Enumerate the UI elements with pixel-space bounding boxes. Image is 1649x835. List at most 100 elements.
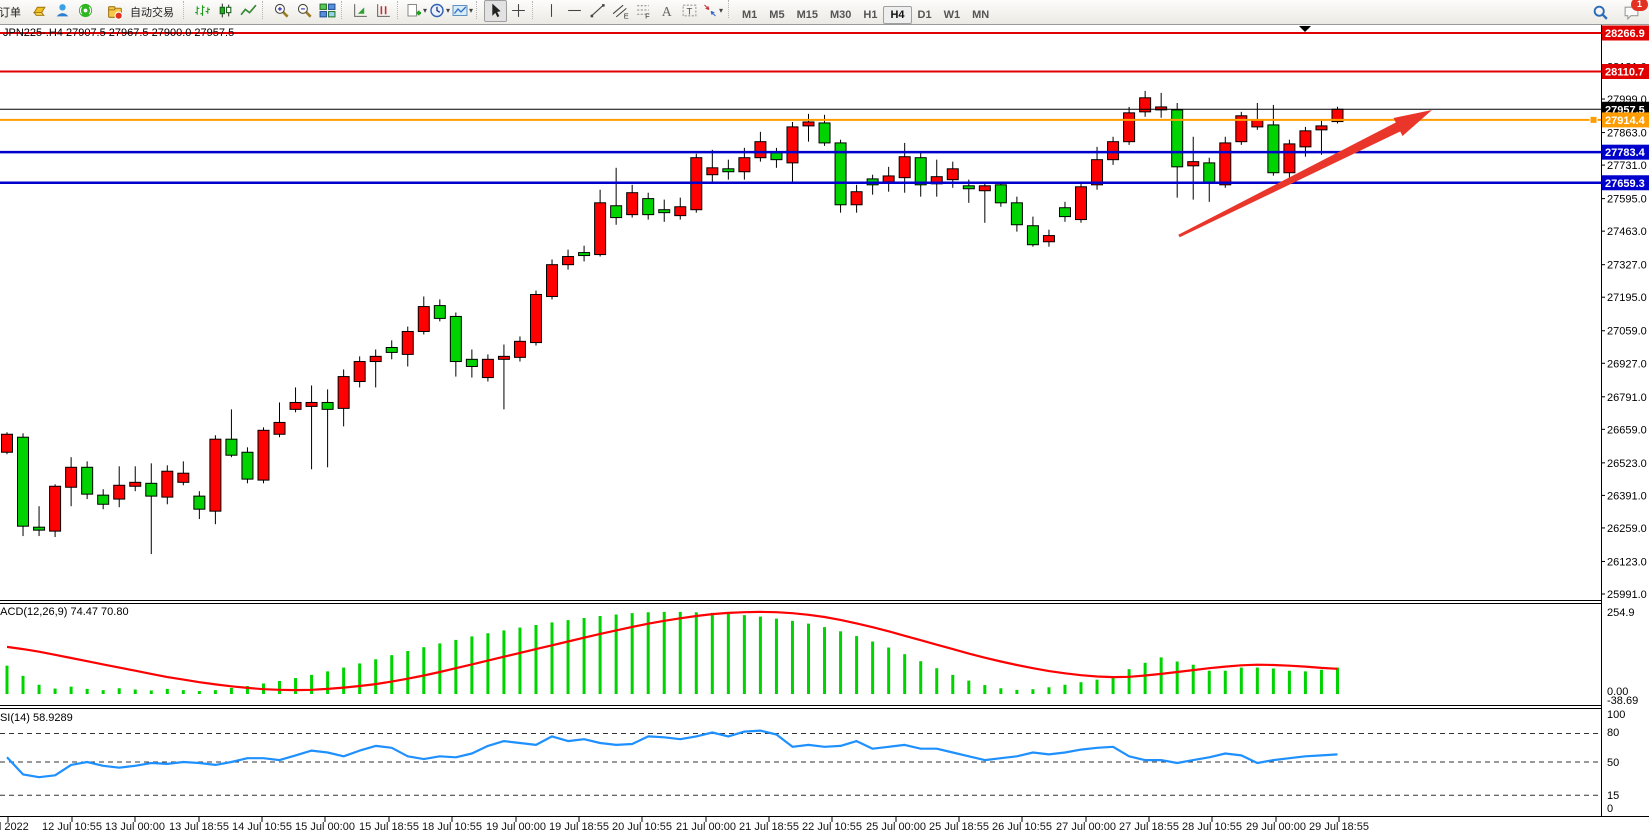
candle-body xyxy=(417,306,430,332)
dropdown-arrow-icon[interactable]: ▾ xyxy=(422,6,427,16)
candle-body xyxy=(385,346,398,353)
candle-body xyxy=(626,192,639,216)
rsi-axis-label: 100 xyxy=(1607,709,1625,721)
macd-axis-label: 0.00 xyxy=(1607,686,1628,698)
date-label: 19 Jul 18:55 xyxy=(549,821,609,833)
candle-body xyxy=(513,340,526,358)
rsi-axis-label: 50 xyxy=(1607,757,1619,769)
new-chart-icon[interactable]: ▾ xyxy=(405,0,428,22)
candle-body xyxy=(497,355,510,360)
template-icon[interactable]: ▾ xyxy=(451,0,474,22)
rsi-line xyxy=(6,729,1338,779)
chart-shift-marker[interactable] xyxy=(1299,26,1311,32)
candle-body xyxy=(353,361,366,383)
period-clock-icon[interactable]: ▾ xyxy=(428,0,451,22)
channel-icon[interactable]: E xyxy=(609,0,632,22)
arrows-icon[interactable]: ▾ xyxy=(701,0,724,22)
candle-body xyxy=(658,209,671,214)
crosshair-icon[interactable] xyxy=(507,0,530,22)
candle-body xyxy=(578,252,591,257)
date-label: 27 Jul 18:55 xyxy=(1119,821,1179,833)
candle-body xyxy=(81,466,94,495)
fibonacci-icon[interactable]: F xyxy=(632,0,655,22)
autotrade-button[interactable]: 自动交易 xyxy=(99,2,179,22)
timeframe-button-H1[interactable]: H1 xyxy=(863,9,878,21)
candle-body xyxy=(706,167,719,176)
candle-body xyxy=(1058,207,1071,218)
timeframe-button-M1[interactable]: M1 xyxy=(742,9,758,21)
price-tick-label: 27463.0 xyxy=(1607,226,1647,238)
chart-symbol-title: JPN225-.H4 27907.5 27967.5 27900.0 27957… xyxy=(3,27,235,39)
candle-body xyxy=(546,264,559,297)
timeframe-button-W1[interactable]: W1 xyxy=(943,9,961,21)
signal-icon[interactable] xyxy=(74,0,97,22)
date-label: 21 Jul 18:55 xyxy=(739,821,799,833)
orange-line-handle[interactable] xyxy=(1589,115,1598,124)
candle-body xyxy=(49,485,62,532)
candle-body xyxy=(209,438,222,512)
macd-axis-label: -38.69 xyxy=(1607,695,1638,707)
dropdown-arrow-icon[interactable]: ▾ xyxy=(718,6,723,16)
candlestick-series xyxy=(1,90,1344,555)
horizontal-line-icon[interactable] xyxy=(563,0,586,22)
dropdown-arrow-icon[interactable]: ▾ xyxy=(468,6,473,16)
zoom-in-icon[interactable] xyxy=(270,0,293,22)
zoom-out-icon[interactable] xyxy=(293,0,316,22)
candle-body xyxy=(1,433,13,453)
price-tick-label: 25991.0 xyxy=(1607,589,1647,601)
candle-body xyxy=(802,121,815,127)
candle-body xyxy=(193,495,206,510)
candle-body xyxy=(738,157,751,173)
candle-body xyxy=(65,466,78,488)
candle-body xyxy=(1203,162,1216,184)
candle-body xyxy=(994,184,1007,204)
date-label: 13 Jul 00:00 xyxy=(105,821,165,833)
gold-icon[interactable] xyxy=(28,0,51,22)
cursor-icon[interactable] xyxy=(484,0,507,22)
price-tick-label: 27863.0 xyxy=(1607,128,1647,140)
auto-scroll-icon[interactable] xyxy=(349,0,372,22)
timeframe-button-D1[interactable]: D1 xyxy=(917,9,932,21)
chat-button[interactable]: 1 xyxy=(1620,0,1648,23)
text-icon[interactable]: A xyxy=(655,0,678,22)
timeframe-button-M15[interactable]: M15 xyxy=(796,9,818,21)
candle-body xyxy=(289,401,302,410)
timeframe-button-M30[interactable]: M30 xyxy=(829,9,852,21)
candle-body xyxy=(946,168,959,181)
timeframe-button-H4[interactable]: H4 xyxy=(883,6,912,24)
date-label: 15 Jul 00:00 xyxy=(295,821,355,833)
order-button[interactable]: 订单 xyxy=(0,2,26,22)
bar-chart-icon[interactable] xyxy=(191,0,214,22)
dropdown-arrow-icon[interactable]: ▾ xyxy=(445,6,450,16)
candle-body xyxy=(594,202,607,256)
svg-text:E: E xyxy=(624,12,629,20)
candle-body xyxy=(1075,186,1088,221)
line-chart-icon[interactable] xyxy=(237,0,260,22)
candle-body xyxy=(1155,106,1168,111)
label-icon[interactable]: T xyxy=(678,0,701,22)
trend-arrow-annotation[interactable] xyxy=(1178,110,1432,238)
chart-shift-icon[interactable] xyxy=(372,0,395,22)
date-label: 12 Jul 10:55 xyxy=(42,821,102,833)
candle-body xyxy=(17,436,30,527)
svg-text:T: T xyxy=(687,7,693,18)
community-icon[interactable] xyxy=(51,0,74,22)
candlestick-icon[interactable] xyxy=(214,0,237,22)
candle-body xyxy=(1219,142,1232,186)
candle-body xyxy=(273,421,286,435)
timeframe-button-M5[interactable]: M5 xyxy=(769,9,785,21)
candle-body xyxy=(113,484,126,500)
search-icon[interactable] xyxy=(1589,1,1612,23)
date-label: 22 Jul 10:55 xyxy=(802,821,862,833)
trendline-icon[interactable] xyxy=(586,0,609,22)
timeframe-button-MN[interactable]: MN xyxy=(972,9,990,21)
candle-body xyxy=(754,141,767,159)
vertical-line-icon[interactable] xyxy=(540,0,563,22)
tile-windows-icon[interactable] xyxy=(316,0,339,22)
candle-body xyxy=(225,438,238,456)
price-tick-label: 26927.0 xyxy=(1607,358,1647,370)
candle-body xyxy=(33,526,46,531)
candle-body xyxy=(529,293,542,344)
